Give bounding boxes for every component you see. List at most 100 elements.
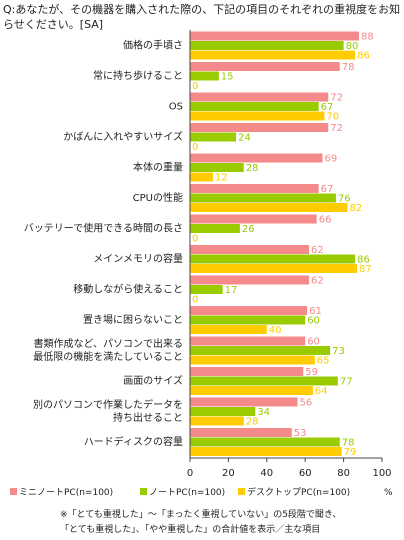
bar-value-label: 17: [225, 285, 238, 296]
x-axis: 0 20 40 60 80 100: [187, 30, 392, 479]
bar: [190, 416, 244, 426]
legend-label: ノートPC(n=100): [149, 488, 226, 498]
bar-value-label: 77: [340, 377, 353, 388]
legend-item-mini-notebook: ミニノートPC(n=100): [10, 486, 113, 500]
bar-value-label: 82: [349, 203, 362, 214]
bar-value-label: 15: [221, 72, 234, 83]
legend-label: デスクトップPC(n=100): [247, 488, 351, 498]
bar-value-label: 67: [321, 102, 334, 113]
bar-value-label: 12: [215, 173, 228, 184]
legend-label: ミニノートPC(n=100): [19, 488, 114, 498]
bar: [190, 184, 319, 193]
bar: [190, 254, 356, 264]
bar: [190, 346, 331, 355]
legend-swatch: [238, 488, 245, 495]
bar-value-label: 72: [330, 93, 343, 104]
footnote-line: 「とても重視した」、「やや重視した」の合計値を表示／主な項目: [60, 525, 321, 535]
bar-value-label: 67: [321, 184, 334, 195]
bar: [190, 306, 308, 315]
legend-swatch: [140, 488, 147, 495]
bar: [190, 397, 298, 407]
category-label: 別のパソコンで作業したデータを: [33, 398, 183, 411]
bar-value-label: 26: [242, 224, 255, 235]
bar-value-label: 61: [309, 306, 322, 317]
bar: [190, 62, 340, 71]
bar: [190, 224, 240, 233]
category-label: バッテリーで使用できる時間の長さ: [24, 221, 183, 234]
bar-value-label: 65: [317, 356, 330, 367]
category-label: メインメモリの容量: [93, 252, 183, 265]
bar-value-label: 86: [357, 255, 370, 266]
bar: [190, 428, 292, 437]
bar: [190, 71, 219, 81]
bar: [190, 407, 256, 416]
bars-layer: [190, 31, 359, 456]
bar-value-label: 28: [246, 163, 259, 174]
x-tick-label: 0: [187, 468, 193, 479]
bar-value-label: 24: [238, 133, 251, 144]
category-label: 常に持ち歩けること: [93, 69, 183, 82]
bar: [190, 245, 310, 254]
bar: [190, 163, 244, 172]
bar-value-label: 66: [319, 215, 332, 226]
bar-value-label: 62: [311, 245, 324, 256]
bar-value-label: 88: [361, 32, 374, 43]
bar-value-label: 0: [192, 81, 198, 92]
bar-value-label: 80: [346, 41, 359, 52]
bar-value-label: 86: [357, 51, 370, 62]
bar: [190, 214, 317, 224]
x-tick-label: 80: [337, 468, 350, 479]
bar: [190, 102, 319, 111]
x-tick-label: 40: [260, 468, 273, 479]
category-label: OS: [169, 101, 183, 112]
question-text: Q:あなたが、その機器を購入された際の、下記の項目のそれぞれの重視度をお知らせく…: [3, 3, 401, 31]
bar: [190, 50, 356, 60]
bar-value-label: 0: [192, 234, 198, 245]
bar-value-label: 34: [257, 407, 270, 418]
x-tick-label: 60: [299, 468, 312, 479]
bar-value-label: 79: [344, 447, 357, 458]
category-label: CPUの性能: [133, 191, 183, 204]
bar-value-label: 69: [324, 154, 337, 165]
bar-value-label: 59: [305, 367, 318, 378]
bar-value-label: 0: [192, 142, 198, 153]
bar: [190, 203, 348, 212]
category-label: 持ち出せること: [113, 411, 183, 424]
category-label: 画面のサイズ: [123, 374, 183, 387]
bar: [190, 153, 323, 163]
category-label: 移動しながら使えること: [73, 282, 183, 295]
bar-value-label: 60: [307, 316, 320, 327]
bar: [190, 31, 359, 41]
bar-value-label: 40: [269, 325, 282, 336]
bar: [190, 355, 315, 365]
bar: [190, 325, 267, 334]
bar-value-label: 87: [359, 264, 372, 275]
bar: [190, 264, 358, 273]
bar: [190, 123, 329, 132]
bar-value-label: 53: [294, 428, 307, 439]
bar-value-label: 0: [192, 295, 198, 306]
bar: [190, 275, 310, 285]
category-label: 本体の重量: [133, 160, 183, 173]
legend-item-notebook: ノートPC(n=100): [140, 486, 225, 500]
bar-value-label: 78: [342, 438, 355, 449]
category-label: 価格の手頃さ: [123, 38, 183, 51]
bar-value-label: 78: [342, 62, 355, 73]
bar-chart: 8880867815072677072240692812677682662606…: [24, 30, 392, 479]
footnote-line: ※「とても重視した」～「まったく重視していない」の5段階で聞き、: [60, 510, 342, 520]
bar: [190, 172, 214, 182]
bar: [190, 336, 306, 346]
legend-swatch: [10, 488, 17, 495]
category-label: 書類作成など、パソコンで出来る: [34, 337, 184, 350]
bar: [190, 132, 237, 142]
bar: [190, 315, 306, 325]
bar: [190, 376, 338, 386]
bar: [190, 386, 313, 395]
legend-item-desktop: デスクトップPC(n=100): [238, 486, 350, 500]
category-label: かばんに入れやすいサイズ: [63, 130, 183, 143]
legend: ミニノートPC(n=100) ノートPC(n=100) デスクトップPC(n=1…: [4, 486, 404, 502]
legend-unit: %: [384, 488, 393, 498]
bar-value-label: 76: [338, 194, 351, 205]
bar: [190, 447, 342, 456]
